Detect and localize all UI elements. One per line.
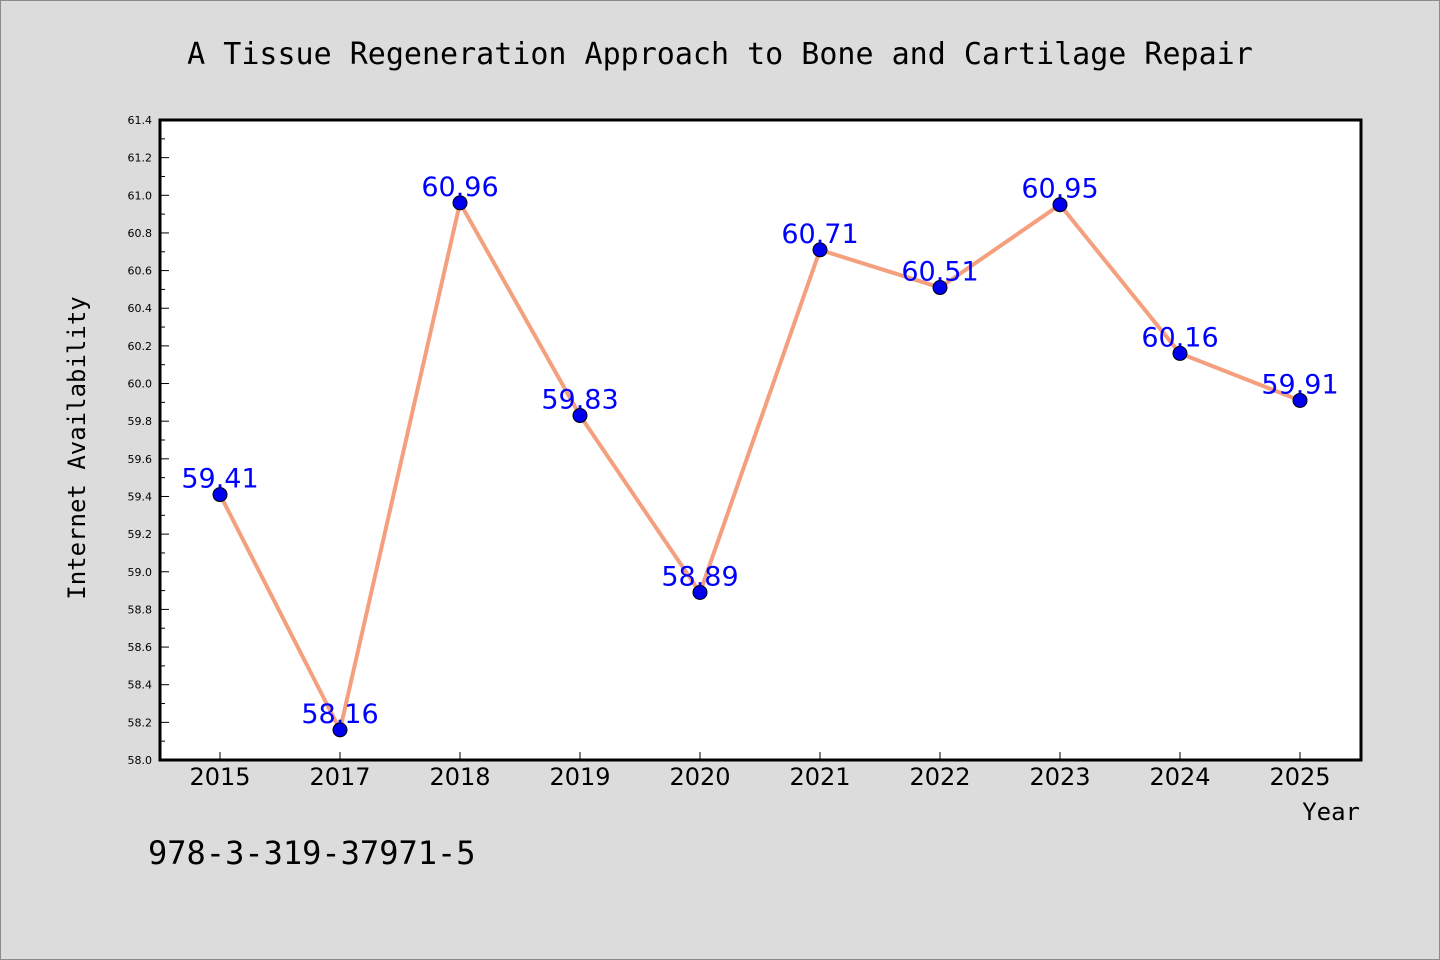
data-label: 59.83 (541, 385, 618, 416)
data-point (692, 584, 708, 600)
data-label: 60.71 (781, 219, 858, 250)
series-line-group (218, 200, 1301, 732)
y-tick-label: 60.4 (128, 302, 153, 315)
x-tick-label: 2017 (309, 763, 370, 791)
y-tick-label: 61.0 (128, 189, 153, 202)
y-tick-label: 58.0 (128, 754, 153, 767)
data-label: 59.91 (1261, 369, 1338, 400)
data-label: 60.96 (421, 172, 498, 203)
series-markers (212, 195, 1308, 738)
y-tick-label: 60.0 (128, 378, 153, 391)
data-point (332, 722, 348, 738)
y-tick-label: 60.6 (128, 265, 153, 278)
y-tick-label: 58.4 (128, 679, 153, 692)
data-point (932, 280, 948, 296)
data-point (1172, 345, 1188, 361)
y-axis: 58.0 58.2 58.4 58.6 58.8 59.0 59.2 59.4 59.6 59.8… (128, 114, 169, 767)
y-tick-label: 59.4 (128, 490, 153, 503)
series-line (218, 200, 1301, 732)
x-tick-label: 2022 (909, 763, 970, 791)
y-tick-label: 58.2 (128, 716, 153, 729)
y-tick-label: 60.2 (128, 340, 153, 353)
data-label: 60.95 (1021, 174, 1098, 205)
y-tick-label: 61.2 (128, 152, 153, 165)
data-point (1292, 392, 1308, 408)
data-point (812, 242, 828, 258)
y-tick-label: 58.8 (128, 603, 153, 616)
data-labels: 59.41 58.16 60.96 59.83 58.89 60.71 60.51 60.95… (181, 172, 1338, 730)
x-tick-label: 2018 (429, 763, 490, 791)
plot-area (158, 118, 1363, 762)
y-tick-label: 59.8 (128, 415, 153, 428)
data-label: 59.41 (181, 464, 258, 495)
x-tick-label: 2024 (1149, 763, 1210, 791)
data-label: 58.89 (661, 561, 738, 592)
y-tick-label: 59.0 (128, 566, 153, 579)
x-tick-label: 2015 (189, 763, 250, 791)
isbn-text: 978-3-319-37971-5 (148, 834, 476, 872)
data-label: 60.51 (901, 257, 978, 288)
x-tick-label: 2023 (1029, 763, 1090, 791)
x-axis-label: Year (1302, 798, 1360, 826)
y-axis-label: Internet Availability (63, 296, 91, 599)
x-tick-label: 2019 (549, 763, 610, 791)
data-point (1052, 197, 1068, 213)
data-label: 60.16 (1141, 322, 1218, 353)
x-tick-label: 2025 (1269, 763, 1330, 791)
y-tick-label: 61.4 (128, 114, 153, 127)
x-axis: 2015 2017 2018 2019 2020 2021 2022 2023 2024 2025 (189, 752, 1331, 791)
data-label: 58.16 (301, 699, 378, 730)
y-tick-label: 59.2 (128, 528, 153, 541)
chart-title: A Tissue Regeneration Approach to Bone a… (187, 37, 1253, 72)
x-tick-label: 2020 (669, 763, 730, 791)
data-point (572, 408, 588, 424)
x-tick-label: 2021 (789, 763, 850, 791)
y-tick-label: 58.6 (128, 641, 153, 654)
data-point (452, 195, 468, 211)
data-point (212, 487, 228, 503)
y-tick-label: 60.8 (128, 227, 153, 240)
y-tick-label: 59.6 (128, 453, 153, 466)
